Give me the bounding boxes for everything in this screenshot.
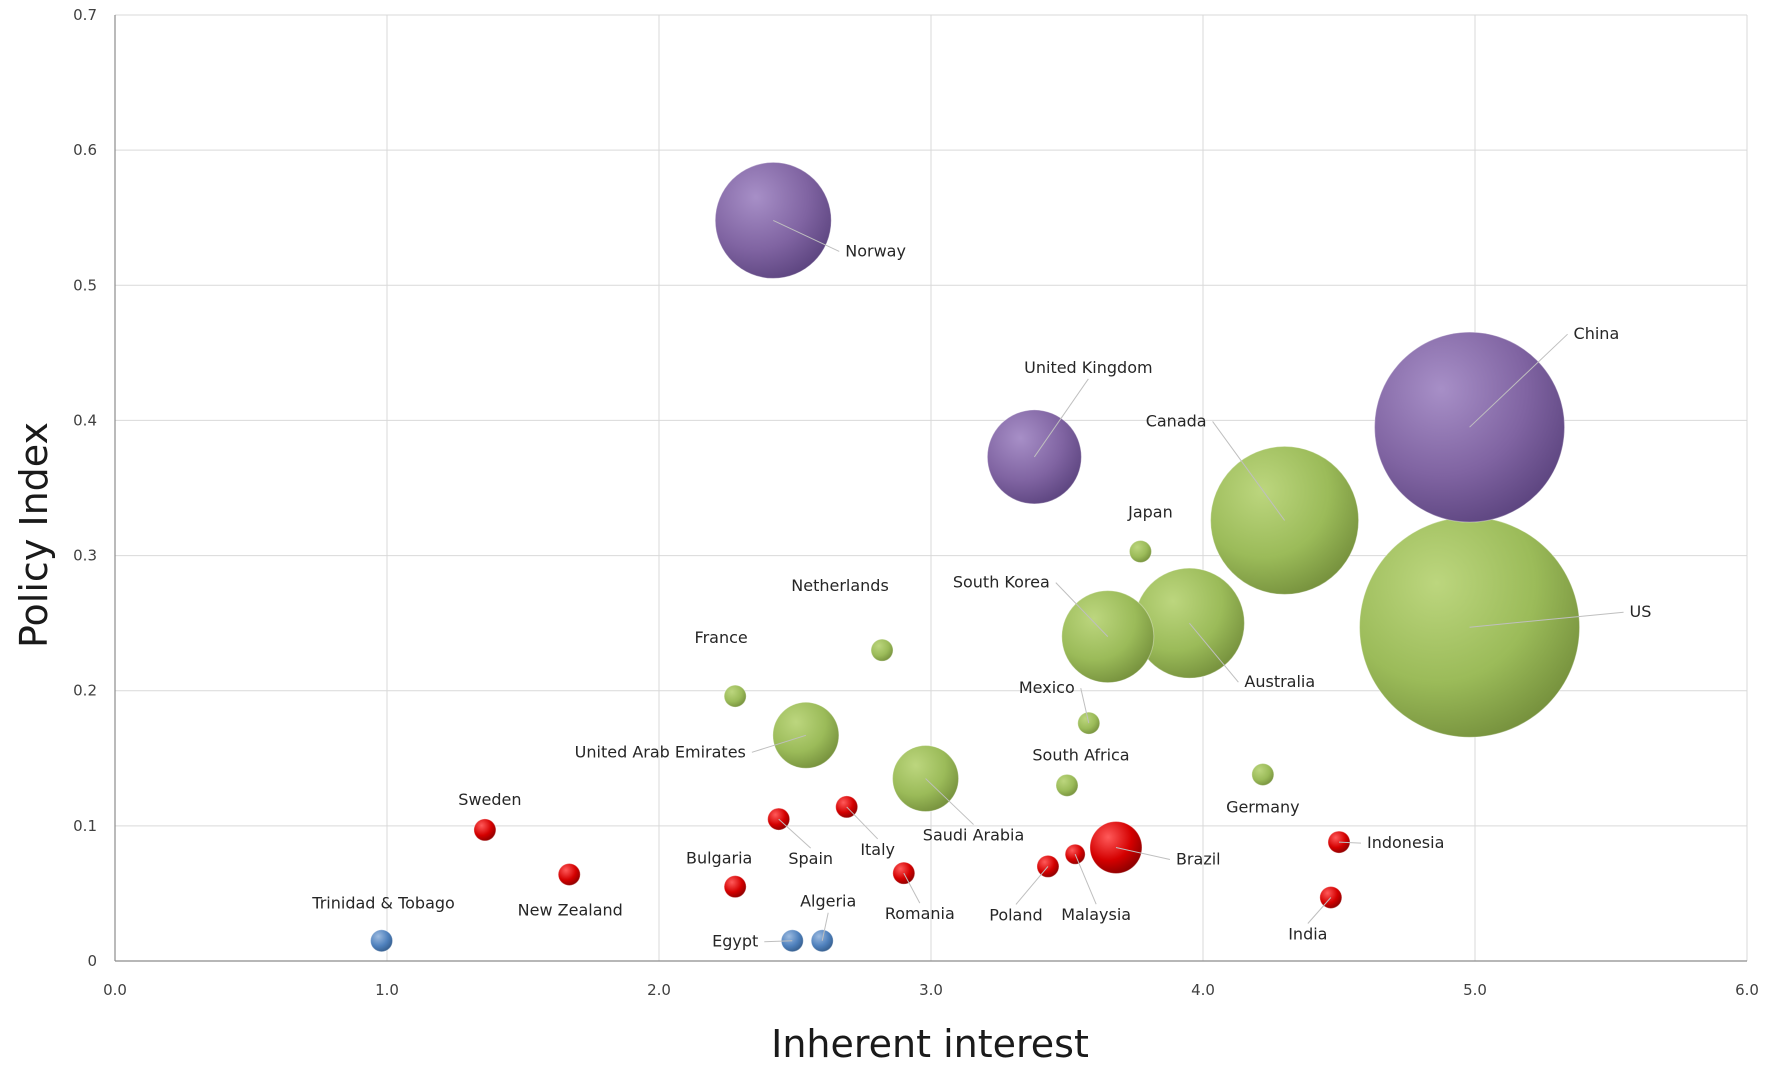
data-label-mexico: Mexico [1019, 678, 1075, 697]
leader-line-egypt [764, 940, 793, 943]
bubble-japan [1128, 540, 1152, 564]
data-label-algeria: Algeria [800, 892, 856, 911]
leader-line-algeria [821, 912, 829, 941]
leader-line-norway [773, 219, 840, 252]
bubble-new-zealand [557, 863, 581, 887]
data-label-netherlands: Netherlands [791, 576, 889, 595]
data-label-india: India [1288, 924, 1327, 943]
y-tick-label: 0.6 [73, 141, 97, 159]
data-label-malaysia: Malaysia [1061, 905, 1131, 924]
bubble-sweden [473, 818, 497, 842]
x-tick-label: 0.0 [103, 981, 127, 999]
data-label-poland: Poland [989, 905, 1042, 924]
x-tick-label: 5.0 [1463, 981, 1487, 999]
leader-line-spain [778, 818, 812, 849]
data-label-united-arab-emirates: United Arab Emirates [575, 742, 746, 761]
leader-line-united-kingdom [1033, 378, 1089, 458]
bubble-labels: Norway China United Kingdom Canada US Austral… [311, 219, 1652, 951]
bubble-south-africa [1055, 773, 1079, 797]
y-tick-label: 0.5 [73, 276, 97, 294]
data-label-australia: Australia [1244, 672, 1315, 691]
leader-line-romania [903, 872, 921, 904]
data-label-brazil: Brazil [1176, 849, 1221, 868]
data-label-sweden: Sweden [458, 790, 521, 809]
leader-line-mexico [1080, 688, 1090, 724]
leader-line-poland [1015, 866, 1049, 905]
y-tick-label: 0.7 [73, 6, 97, 24]
leader-line-united-arab-emirates [751, 734, 807, 753]
x-tick-label: 2.0 [647, 981, 671, 999]
y-tick-label: 0.1 [73, 817, 97, 835]
data-label-us: US [1630, 602, 1652, 621]
data-label-egypt: Egypt [712, 932, 758, 951]
leader-line-malaysia [1074, 854, 1097, 905]
data-label-new-zealand: New Zealand [518, 901, 623, 920]
x-tick-label: 4.0 [1191, 981, 1215, 999]
y-tick-label: 0 [87, 952, 97, 970]
bubble-germany [1251, 763, 1275, 787]
leader-line-saudi-arabia [925, 778, 974, 825]
data-label-norway: Norway [845, 241, 906, 260]
y-tick-label: 0.2 [73, 682, 97, 700]
x-tick-label: 1.0 [375, 981, 399, 999]
leader-line-us [1469, 611, 1624, 628]
leader-line-china [1469, 333, 1568, 428]
data-label-france: France [695, 628, 748, 647]
x-axis-title: Inherent interest [771, 1022, 1089, 1066]
data-label-indonesia: Indonesia [1367, 833, 1444, 852]
data-label-south-korea: South Korea [953, 573, 1050, 592]
x-tick-label: 3.0 [919, 981, 943, 999]
bubble-france [723, 684, 747, 708]
axes: 0.0 1.0 2.0 3.0 4.0 5.0 6.0 0 0.1 0.2 0.3 0.4 0.5 0.6… [73, 6, 1759, 999]
data-label-trinidad-tobago: Trinidad & Tobago [311, 894, 455, 913]
data-label-japan: Japan [1127, 503, 1173, 522]
data-label-italy: Italy [860, 840, 895, 859]
leader-line-canada [1212, 421, 1286, 521]
data-label-romania: Romania [885, 904, 955, 923]
data-label-united-kingdom: United Kingdom [1024, 358, 1152, 377]
data-label-canada: Canada [1146, 411, 1207, 430]
data-label-saudi-arabia: Saudi Arabia [923, 826, 1025, 845]
y-axis-title: Policy Index [12, 422, 56, 648]
leader-line-australia [1189, 622, 1239, 683]
data-label-south-africa: South Africa [1032, 745, 1129, 764]
data-label-spain: Spain [788, 849, 833, 868]
x-tick-label: 6.0 [1735, 981, 1759, 999]
bubble-netherlands [870, 638, 894, 662]
y-tick-label: 0.3 [73, 547, 97, 565]
data-label-china: China [1574, 324, 1620, 343]
bubble-trinidad-tobago [370, 929, 394, 953]
leader-line-italy [846, 806, 879, 840]
leader-line-indonesia [1338, 841, 1362, 844]
data-label-germany: Germany [1226, 798, 1300, 817]
data-label-bulgaria: Bulgaria [686, 849, 752, 868]
bubble-bulgaria [723, 875, 747, 899]
leader-line-brazil [1115, 846, 1171, 860]
leader-line-south-korea [1055, 582, 1109, 638]
leader-line-india [1307, 897, 1332, 924]
y-tick-label: 0.4 [73, 411, 97, 429]
